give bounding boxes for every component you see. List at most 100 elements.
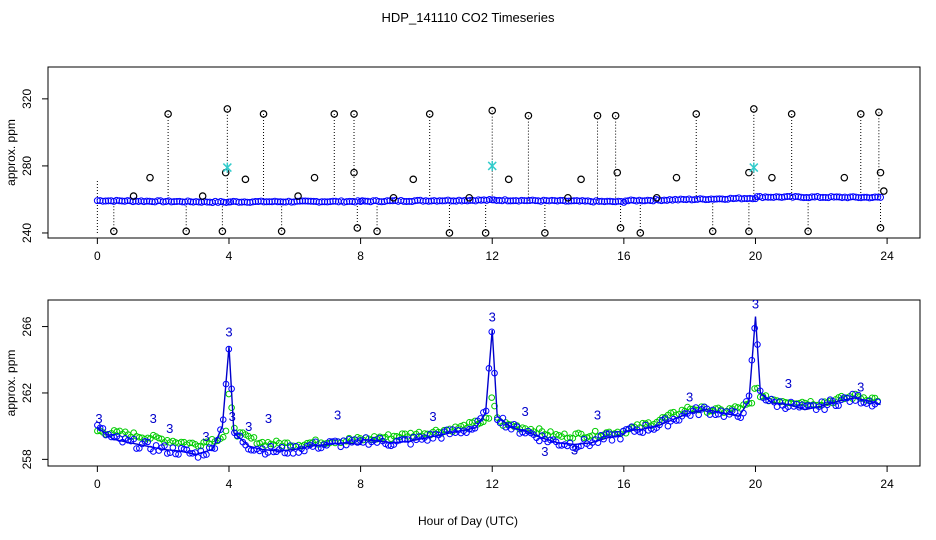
- data-point: [129, 198, 137, 206]
- outlier-point: [652, 193, 661, 202]
- mean-point: [228, 385, 235, 393]
- smoothed-point: [488, 394, 496, 401]
- mean-point: [267, 442, 275, 450]
- outlier-point: [880, 187, 888, 195]
- data-point: [137, 197, 145, 205]
- count-label: 3: [752, 296, 759, 311]
- y-tick-label: 266: [20, 316, 34, 336]
- data-point: [827, 193, 835, 201]
- data-point: [102, 197, 110, 205]
- mean-point: [496, 419, 504, 427]
- outlier-point: [164, 110, 172, 118]
- mean-point: [535, 437, 543, 445]
- y-tick-label: 262: [20, 383, 34, 403]
- smoothed-point: [751, 385, 758, 392]
- smoothed-point: [586, 433, 593, 440]
- outlier-point: [146, 173, 154, 182]
- mean-point: [874, 398, 882, 406]
- count-label: 3: [785, 376, 792, 391]
- outlier-point: [504, 175, 513, 184]
- mean-point: [208, 444, 216, 452]
- data-point: [99, 197, 107, 205]
- mean-point: [673, 417, 680, 424]
- count-label: 3: [166, 421, 173, 436]
- data-point: [485, 196, 493, 204]
- mean-point: [342, 441, 350, 449]
- outlier-point: [241, 175, 250, 184]
- smoothed-point: [222, 427, 230, 435]
- outlier-point: [708, 227, 717, 236]
- data-point: [830, 193, 838, 201]
- x-tick-label: 0: [94, 249, 101, 263]
- mean-point: [491, 369, 498, 377]
- outlier-point: [198, 192, 207, 200]
- smoothed-point: [250, 434, 258, 441]
- x-tick-label: 20: [749, 477, 763, 491]
- mean-point: [163, 450, 171, 457]
- data-point: [354, 197, 362, 205]
- x-tick-label: 0: [94, 477, 101, 491]
- data-point: [800, 194, 808, 202]
- mean-point: [622, 426, 630, 433]
- smoothed-point: [256, 439, 263, 447]
- data-point: [874, 193, 882, 201]
- mean-point: [309, 443, 317, 450]
- outlier-point: [616, 224, 625, 232]
- figure-title: HDP_141110 CO2 Timeseries: [381, 10, 555, 25]
- mean-point: [594, 439, 602, 446]
- mean-point: [687, 412, 694, 419]
- count-label: 3: [245, 419, 252, 434]
- x-tick-label: 8: [357, 477, 364, 491]
- smoothed-point: [485, 415, 493, 422]
- count-label: 3: [95, 411, 102, 426]
- mean-point: [773, 403, 781, 411]
- data-point: [620, 198, 628, 206]
- data-point: [819, 193, 827, 201]
- smoothed-point: [312, 436, 319, 444]
- smoothed-point: [379, 434, 386, 441]
- mean-point: [815, 403, 823, 410]
- smoothed-point: [547, 428, 554, 435]
- outlier-point: [481, 229, 490, 237]
- data-point: [749, 195, 757, 203]
- mean-point: [477, 415, 484, 422]
- mean-point: [233, 432, 241, 439]
- x-tick-label: 12: [486, 249, 500, 263]
- mean-point: [401, 436, 409, 443]
- mean-point: [222, 380, 230, 388]
- smoothed-point: [177, 438, 185, 446]
- smoothed-point: [667, 409, 675, 417]
- smoothed-point: [136, 433, 143, 441]
- mean-point: [211, 445, 219, 452]
- mean-point: [270, 448, 277, 456]
- smoothed-point: [155, 434, 163, 442]
- mean-point: [508, 425, 515, 433]
- y-axis-label: approx. ppm: [4, 350, 18, 417]
- y-axis-label: approx. ppm: [4, 119, 18, 186]
- mean-point: [639, 429, 647, 436]
- data-point: [797, 193, 805, 201]
- outlier-point: [330, 110, 339, 118]
- mean-point: [217, 426, 224, 434]
- mean-point: [289, 450, 297, 457]
- mean-point: [742, 398, 750, 405]
- mean-point: [617, 435, 624, 443]
- mean-point: [751, 324, 758, 332]
- count-label: 3: [429, 409, 436, 424]
- data-point: [816, 193, 824, 201]
- count-label: 3: [571, 442, 578, 457]
- mean-point: [219, 416, 227, 423]
- mean-point: [608, 437, 616, 444]
- outlier-point: [409, 175, 418, 184]
- outlier-point: [745, 227, 753, 236]
- outlier-point: [389, 193, 398, 202]
- mean-point: [359, 439, 367, 446]
- outlier-point: [350, 110, 358, 118]
- mean-point: [661, 415, 669, 422]
- outlier-point: [350, 168, 358, 177]
- outlier-point: [577, 175, 585, 184]
- outlier-point: [524, 111, 533, 120]
- mean-point: [712, 411, 719, 419]
